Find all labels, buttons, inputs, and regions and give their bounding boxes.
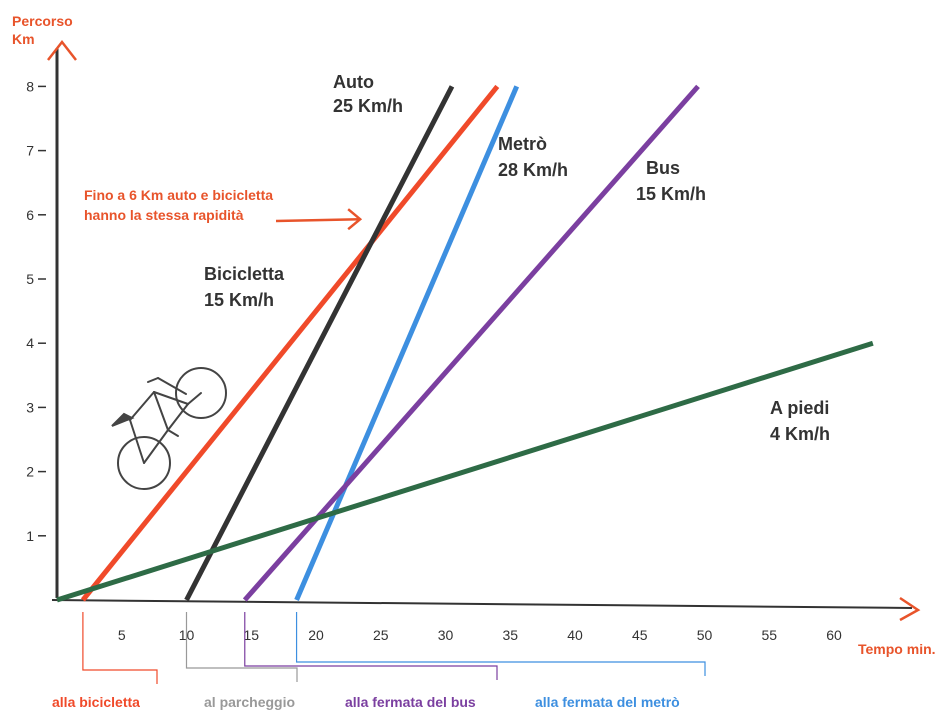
y-tick-label: 2: [26, 464, 34, 480]
y-tick-label: 3: [26, 399, 34, 415]
x-tick-label: 20: [308, 627, 324, 643]
offset-label: alla fermata del bus: [345, 694, 476, 710]
series-line-bus: [242, 84, 700, 602]
series-label-walk-line2: 4 Km/h: [770, 424, 830, 444]
x-tick-label: 60: [826, 627, 842, 643]
series-label-car-line2: 25 Km/h: [333, 96, 403, 116]
series-line-bike: [80, 84, 500, 602]
y-axis-title-line2: Km: [12, 31, 35, 47]
offset-guide-line: [244, 612, 498, 680]
x-tick-label: 15: [243, 627, 259, 643]
x-axis-line: [51, 599, 913, 609]
series-label-metro-line1: Metrò: [498, 134, 547, 154]
x-tick-label: 45: [632, 627, 648, 643]
x-tick-label: 40: [567, 627, 583, 643]
y-tick-label: 8: [26, 78, 34, 94]
annotation-line1: Fino a 6 Km auto e bicicletta: [84, 187, 273, 203]
offset-label: alla bicicletta: [52, 694, 140, 710]
x-tick-label: 5: [118, 627, 126, 643]
offset-guides: alla bicicletta al parcheggio alla fermata…: [52, 612, 706, 710]
x-tick-label: 35: [502, 627, 518, 643]
x-axis-title: Tempo min.: [858, 641, 936, 657]
x-tick-label: 30: [438, 627, 454, 643]
y-axis-title-line1: Percorso: [12, 13, 73, 29]
series-label-bike-line2: 15 Km/h: [204, 290, 274, 310]
offset-label: alla fermata del metrò: [535, 694, 680, 710]
series-line-car: [184, 85, 455, 602]
x-tick-label: 25: [373, 627, 389, 643]
y-axis-arrow: [47, 39, 77, 61]
offset-guide-line: [82, 612, 158, 684]
annotation-arrow: [275, 208, 363, 231]
annotation-line2: hanno la stessa rapidità: [84, 207, 244, 223]
offset-label: al parcheggio: [204, 694, 295, 710]
y-tick-label: 6: [26, 207, 34, 223]
offset-guide-line: [185, 612, 298, 682]
y-tick-label: 4: [26, 335, 34, 351]
x-tick-labels: 5 10 15 20 25 30 35 40 45 50 55 60: [118, 627, 842, 643]
bicycle-icon: [111, 367, 227, 490]
y-tick-label: 5: [26, 271, 34, 287]
series-label-car-line1: Auto: [333, 72, 374, 92]
series-lines: [56, 84, 874, 603]
series-label-walk-line1: A piedi: [770, 398, 829, 418]
x-axis-arrow: [899, 596, 921, 622]
series-label-bus-line1: Bus: [646, 158, 680, 178]
series-label-metro-line2: 28 Km/h: [498, 160, 568, 180]
offset-guide-line: [295, 612, 706, 676]
x-tick-label: 50: [697, 627, 713, 643]
y-tick-labels: 1 2 3 4 5 6 7 8: [26, 78, 46, 544]
series-label-bus-line2: 15 Km/h: [636, 184, 706, 204]
y-tick-label: 1: [26, 528, 34, 544]
x-tick-label: 55: [761, 627, 777, 643]
series-line-metro: [294, 85, 520, 601]
series-label-bike-line1: Bicicletta: [204, 264, 285, 284]
series-line-walk: [56, 340, 874, 603]
y-tick-label: 7: [26, 143, 34, 159]
